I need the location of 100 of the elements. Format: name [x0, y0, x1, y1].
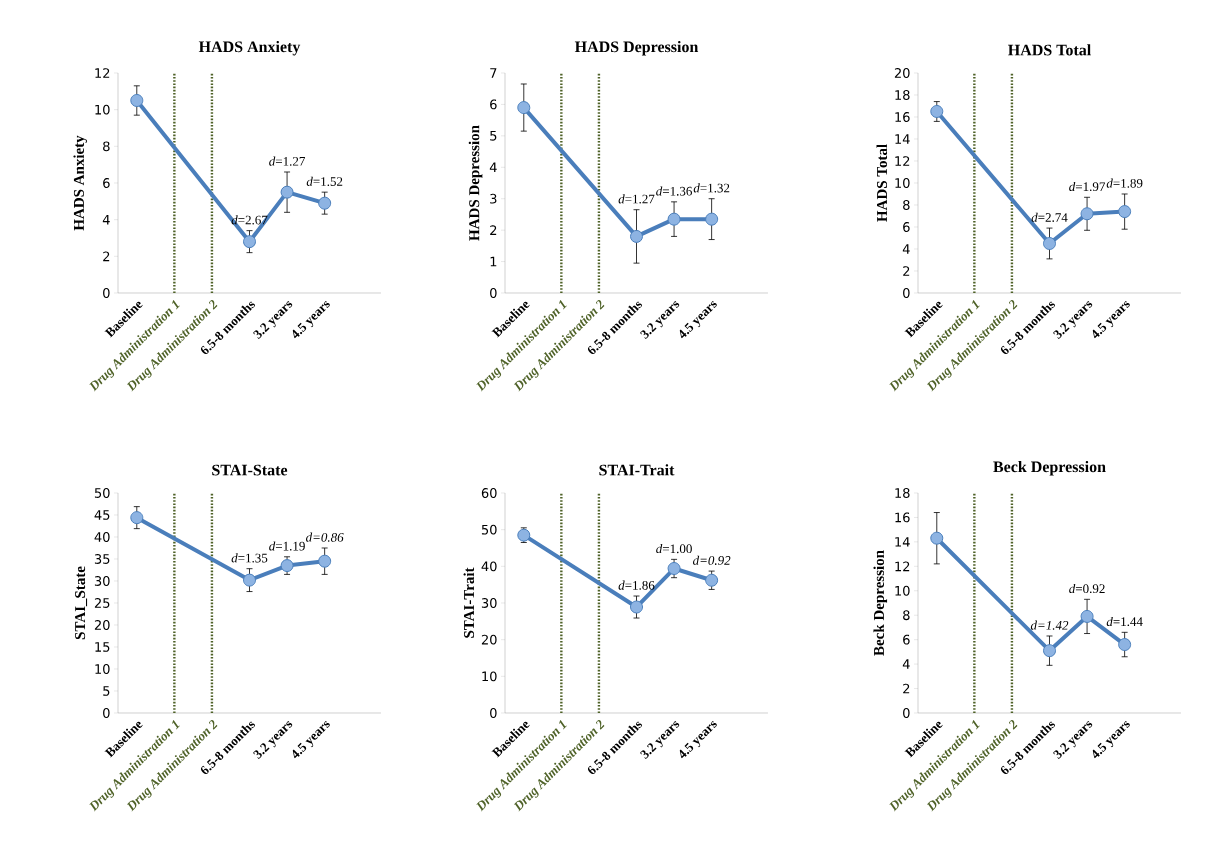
point: [243, 573, 256, 587]
point: [630, 229, 643, 243]
point: [930, 104, 944, 118]
y-tick-label: 2: [903, 266, 910, 276]
y-tick-label: 60: [481, 488, 497, 498]
y-tick-label: 5: [103, 686, 110, 696]
point: [1080, 609, 1094, 623]
annotation: d=2.74: [1031, 212, 1068, 222]
annotation: d=1.35: [231, 553, 268, 563]
y-tick-label: 15: [95, 642, 110, 652]
annotation: d=1.36: [656, 186, 692, 196]
y-tick-label: 6: [490, 99, 497, 110]
annotation: d=0.86: [306, 532, 344, 542]
point: [318, 554, 332, 568]
annotation: d=1.89: [1106, 178, 1143, 188]
point: [517, 101, 531, 115]
point: [130, 93, 144, 107]
y-tick-label: 4: [902, 244, 910, 254]
y-tick-label: 0: [903, 708, 910, 718]
y-tick-label: 50: [481, 524, 497, 535]
y-tick-label: 30: [94, 576, 110, 586]
annotation: d=1.27: [269, 156, 306, 166]
point: [667, 562, 681, 576]
y-tick-label: 50: [94, 488, 110, 498]
chart-title: HADS Total: [1008, 44, 1091, 56]
y-tick-label: 8: [903, 610, 910, 621]
annotation: d=1.00: [656, 543, 692, 554]
y-tick-label: 2: [903, 683, 910, 694]
y-tick-label: 2: [490, 225, 497, 235]
point: [318, 196, 332, 210]
point: [1118, 205, 1132, 219]
y-tick-label: 12: [95, 68, 110, 78]
y-tick-label: 3: [490, 193, 497, 204]
annotation: d=1.27: [618, 194, 655, 204]
y-tick-label: 2: [103, 251, 110, 262]
y-tick-label: 16: [895, 512, 910, 523]
chart-title: STAI-State: [212, 464, 288, 476]
y-axis-title: STAI-Trait: [463, 567, 475, 638]
chart-title: HADS Depression: [574, 40, 699, 56]
annotation: d=0.92: [1069, 583, 1105, 594]
point: [130, 511, 144, 525]
y-axis-title: Beck Depression: [873, 550, 888, 656]
y-tick-label: 30: [481, 598, 497, 608]
y-tick-label: 16: [895, 112, 910, 122]
y-tick-label: 10: [482, 671, 497, 682]
y-axis-title: HADS Anxiety: [73, 135, 88, 231]
annotation: d=1.42: [1030, 620, 1069, 630]
y-tick-label: 0: [103, 708, 110, 718]
point: [1043, 644, 1056, 658]
y-tick-label: 8: [903, 200, 910, 210]
y-tick-label: 4: [902, 659, 910, 669]
y-tick-label: 18: [895, 90, 910, 100]
y-tick-label: 0: [903, 288, 910, 298]
chart-title: STAI-Trait: [599, 464, 675, 476]
annotation: d=1.44: [1106, 616, 1143, 627]
y-tick-label: 45: [94, 510, 110, 520]
y-tick-label: 12: [895, 561, 910, 572]
y-tick-label: 0: [490, 708, 497, 718]
y-tick-label: 0: [490, 288, 497, 298]
y-tick-label: 5: [490, 131, 497, 141]
annotation: d=0.92: [693, 555, 731, 565]
y-tick-label: 10: [95, 104, 110, 115]
y-tick-label: 8: [103, 141, 110, 152]
y-tick-label: 10: [95, 664, 110, 674]
y-tick-label: 6: [903, 634, 910, 645]
y-tick-label: 6: [903, 222, 910, 232]
y-tick-label: 1: [490, 256, 497, 267]
point: [705, 212, 719, 226]
annotation: d=1.97: [1069, 181, 1106, 192]
y-tick-label: 25: [94, 598, 110, 608]
y-tick-label: 14: [895, 134, 910, 144]
annotation: d=1.52: [306, 176, 343, 186]
chart-title: Beck Depression: [993, 460, 1106, 476]
y-tick-label: 35: [94, 554, 110, 564]
y-tick-label: 7: [490, 68, 497, 78]
point: [667, 212, 681, 226]
y-tick-label: 4: [489, 162, 497, 173]
y-tick-label: 10: [895, 585, 910, 596]
point: [930, 531, 944, 545]
point: [243, 235, 256, 249]
y-tick-label: 20: [481, 634, 497, 645]
y-tick-label: 4: [102, 214, 110, 225]
annotation: d=1.19: [269, 541, 305, 551]
annotation: d=1.86: [618, 580, 655, 590]
chart-title: HADS Anxiety: [198, 40, 301, 56]
y-axis-title: HADS Depression: [468, 125, 483, 241]
point: [1080, 207, 1094, 221]
y-tick-label: 20: [94, 620, 110, 630]
point: [280, 185, 294, 199]
y-tick-label: 20: [894, 68, 910, 78]
y-axis-title: STAI_State: [75, 566, 88, 640]
y-axis-title: HADS Total: [876, 144, 888, 222]
y-tick-label: 6: [103, 178, 110, 188]
point: [705, 573, 719, 587]
point: [1118, 638, 1132, 652]
annotation: d=1.32: [693, 183, 730, 193]
y-tick-label: 10: [895, 178, 910, 188]
y-tick-label: 14: [895, 537, 910, 547]
y-tick-label: 12: [895, 156, 910, 166]
y-tick-label: 0: [103, 288, 110, 298]
